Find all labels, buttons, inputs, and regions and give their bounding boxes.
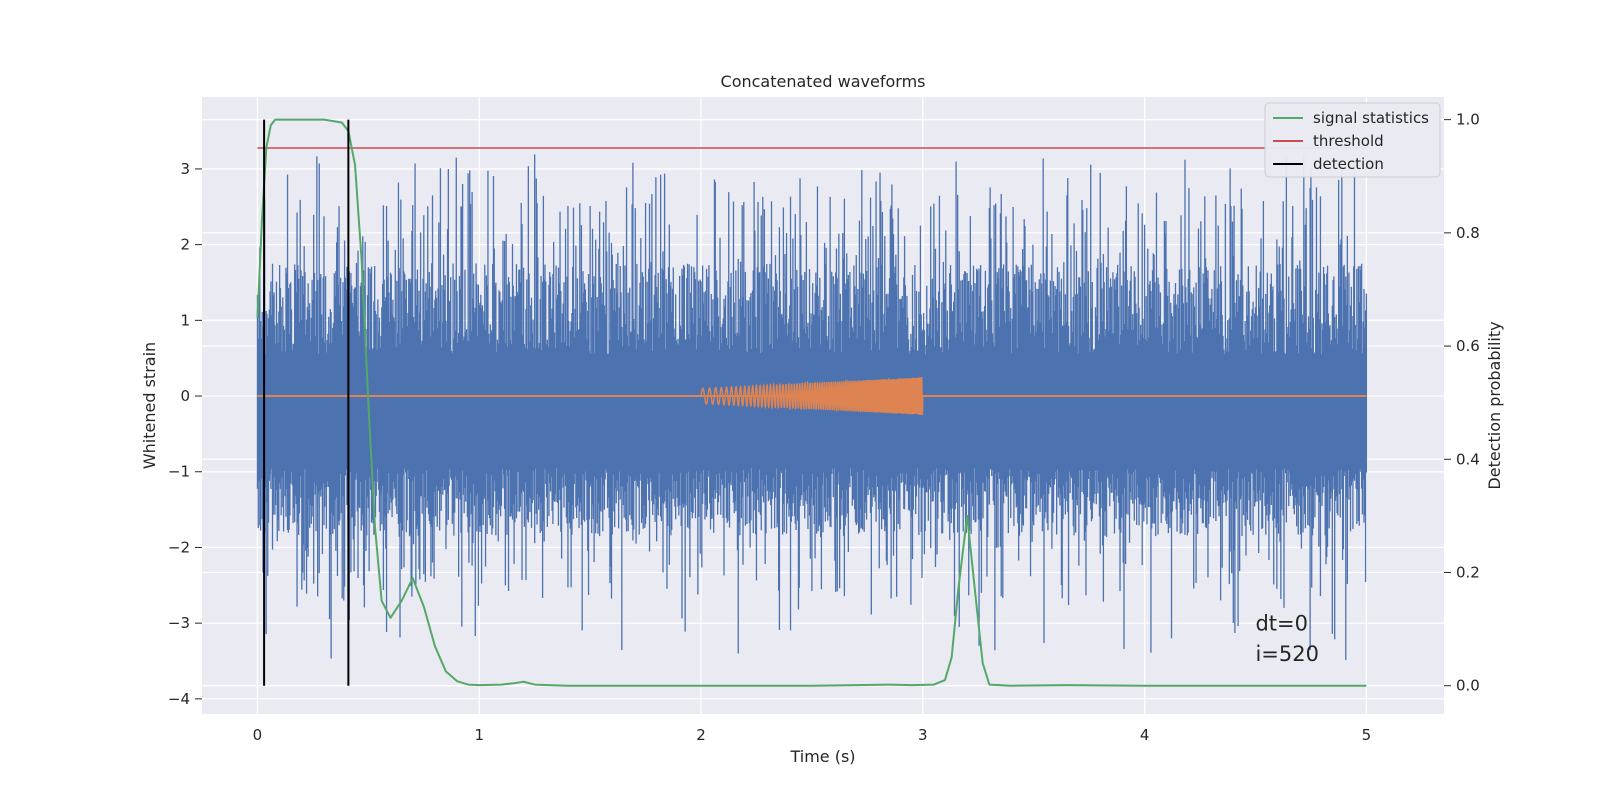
y-tick-label: −1	[168, 463, 190, 481]
legend-label: threshold	[1313, 132, 1384, 150]
legend-label: signal statistics	[1313, 109, 1429, 127]
x-axis-ticks: 0 1 2 3 4 5	[253, 726, 1371, 744]
x-tick-label: 5	[1362, 726, 1372, 744]
x-tick-label: 2	[696, 726, 706, 744]
legend-label: detection	[1313, 155, 1384, 173]
y2-tick-label: 0.6	[1456, 337, 1480, 355]
injected-signal	[700, 377, 924, 415]
signal-statistics-line	[256, 118, 1367, 687]
y-tick-label: −3	[168, 614, 190, 632]
y2-axis-label: Detection probability	[1485, 321, 1504, 489]
y-tick-label: −4	[168, 690, 190, 708]
x-tick-label: 0	[253, 726, 263, 744]
x-tick-label: 3	[918, 726, 928, 744]
annotations: dt=0 i=520	[1255, 612, 1319, 666]
y-tick-label: −2	[168, 538, 190, 556]
y2-tick-label: 0.4	[1456, 450, 1480, 468]
chart-title: Concatenated waveforms	[721, 72, 926, 91]
y2-tick-label: 0.2	[1456, 563, 1480, 581]
y2-axis-ticks: 0.0 0.2 0.4 0.6 0.8 1.0	[1444, 111, 1480, 695]
y2-tick-label: 0.8	[1456, 224, 1480, 242]
legend-box	[1264, 102, 1441, 178]
y-tick-label: 1	[180, 311, 190, 329]
series-layer	[256, 118, 1368, 687]
x-tick-label: 4	[1140, 726, 1150, 744]
y-tick-label: 2	[180, 236, 190, 254]
y-tick-label: 0	[180, 387, 190, 405]
y-axis-label: Whitened strain	[140, 342, 159, 469]
annotation-text: i=520	[1255, 642, 1319, 666]
y-axis-ticks: −4 −3 −2 −1 0 1 2 3	[168, 160, 202, 708]
annotation-text: dt=0	[1255, 612, 1308, 636]
y-tick-label: 3	[180, 160, 190, 178]
x-axis-label: Time (s)	[789, 747, 855, 766]
y2-tick-label: 0.0	[1456, 677, 1480, 695]
x-tick-label: 1	[474, 726, 484, 744]
legend: signal statistics threshold detection	[1264, 102, 1441, 178]
y2-tick-label: 1.0	[1456, 111, 1480, 129]
